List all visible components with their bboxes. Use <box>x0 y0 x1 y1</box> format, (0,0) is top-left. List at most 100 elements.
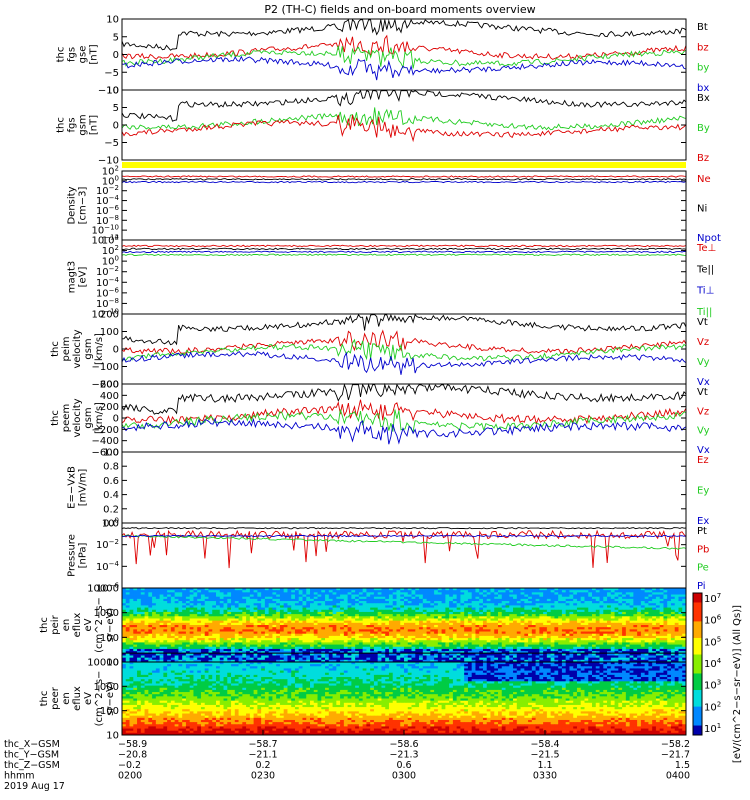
fgs_gsm-legend-By: By <box>697 123 710 134</box>
peer_spec-ylabel-line: thc <box>39 691 50 707</box>
temperature-ylabel-line: [eV] <box>78 267 89 288</box>
efield-frame <box>121 451 687 524</box>
colorbar-cell <box>693 602 702 606</box>
panel-fgs_gsm: 10 5 0 −5 −10 thcfgsgsm[nT] Bx By Bz <box>56 86 710 167</box>
fgs_gsm-ylabel-line: thc <box>56 117 67 133</box>
colorbar-cell <box>693 675 702 679</box>
colorbar-cell <box>693 680 702 684</box>
peir_spec-ylabel-line: (cm^2−s− <box>94 597 105 653</box>
efield-legend-Ex: Ex <box>697 516 709 527</box>
colorbar-cell <box>693 697 702 700</box>
xrow-value: 0300 <box>392 771 416 782</box>
efield-ytick-label: 0.0 <box>103 519 119 530</box>
peim_velocity-ylabel-line: gsm <box>83 338 94 359</box>
temperature-legend-Te⊥: Te⊥ <box>696 243 716 254</box>
colorbar-cell <box>693 661 702 665</box>
panel-peir_spec: 10000 1000 100 10 thcpeirenefluxeV(cm^2−s−sr… <box>39 584 687 669</box>
fgs_gsm-ylabel-line: fgs <box>67 117 78 132</box>
fgs_gsm-ylabel: thcfgsgsm[nT] <box>56 114 100 135</box>
peim_velocity-legend-Vz: Vz <box>697 337 709 348</box>
colorbar-cell <box>693 694 702 698</box>
pressure-ylabel-line: [nPa] <box>78 542 89 568</box>
peir_spec-ylabel: thcpeirenefluxeV(cm^2−s−sr−eV) <box>39 597 116 653</box>
peer_spec-ytick-label: 10 <box>106 731 119 742</box>
peem_velocity-ytick-label: −600 <box>92 448 119 459</box>
peem_velocity-ytick-label: 200 <box>100 402 119 413</box>
peer_spec-ylabel-line: (cm^2−s− <box>94 671 105 727</box>
peer_spec-ylabel-line: eV <box>83 692 94 705</box>
efield-ylabel-line: [mV/m] <box>78 469 89 507</box>
colorbar-cell <box>693 626 702 629</box>
fgs_gse-ylabel-line: gse <box>78 46 89 64</box>
fgs_gse-ytick-label: 0 <box>113 50 119 61</box>
peim_velocity-trace-Vy <box>121 338 687 362</box>
colorbar-cell <box>693 633 702 637</box>
peem_velocity-ytick-label: 0 <box>113 414 119 425</box>
colorbar-tick-label: 106 <box>704 614 722 627</box>
colorbar-cell <box>693 682 702 686</box>
density-ylabel: Density[cm−3] <box>67 186 89 224</box>
colorbar-cell <box>693 690 702 693</box>
efield-ytick-label: 0.6 <box>103 476 119 487</box>
fgs_gse-ylabel-line: thc <box>56 47 67 63</box>
efield-legend-Ez: Ez <box>697 455 709 466</box>
efield-ytick-label: 0.4 <box>103 490 119 501</box>
density-ylabel-line: Density <box>67 186 78 224</box>
peem_velocity-ytick-label: 400 <box>100 391 119 402</box>
time-axis: thc_X−GSM −58.9 −58.7 −58.6 −58.4 −58.2 thc_Y−… <box>4 730 690 792</box>
colorbar-cell <box>693 654 702 658</box>
peem_velocity-ylabel-line: [km/s] <box>94 402 105 434</box>
colorbar-cell <box>693 704 702 708</box>
peem_velocity-ylabel-line: velocity <box>72 398 83 437</box>
colorbar-cell <box>693 609 702 613</box>
fgs_gsm-ytick-label: 5 <box>113 103 119 114</box>
temperature-legend-Te||: Te|| <box>696 264 714 275</box>
efield-ytick-label: 0.2 <box>103 504 119 515</box>
colorbar-cell <box>693 701 702 705</box>
pressure-frame <box>121 522 687 589</box>
xrow-value: −21.5 <box>530 750 559 761</box>
fgs_gse-ytick-label: −5 <box>104 68 119 79</box>
colorbar-cell <box>693 637 702 641</box>
pressure-ytick-label: 10−4 <box>96 560 120 573</box>
peim_velocity-trace-Vt <box>121 313 687 346</box>
peem_velocity-ylabel-line: peem <box>61 404 72 432</box>
peem_velocity-ytick-label: 600 <box>100 380 119 391</box>
peim_velocity-ylabel-line: [km/s] <box>94 333 105 365</box>
fgs_gsm-ylabel-line: gsm <box>78 114 89 135</box>
fgs_gse-ytick-label: 10 <box>106 15 119 26</box>
pressure-legend-Pb: Pb <box>697 544 709 555</box>
xrow-label: thc_Z−GSM <box>4 760 60 771</box>
colorbar-cell <box>693 723 702 727</box>
xrow-value: 0230 <box>251 771 275 782</box>
peir_spec-ylabel-line: sr−eV) <box>105 608 116 643</box>
fgs_gse-trace-bx <box>121 55 687 81</box>
temperature-trace-Te⊥ <box>121 244 687 248</box>
colorbar-cell <box>693 685 702 689</box>
fgs_gse-ytick-label: 5 <box>113 32 119 43</box>
fgs_gsm-frame <box>121 89 687 161</box>
colorbar-cell <box>693 732 702 736</box>
peim_velocity-ylabel-line: thc <box>50 341 61 357</box>
peim_velocity-ylabel-line: velocity <box>72 329 83 368</box>
temperature-trace-Ti⊥ <box>121 250 687 254</box>
efield-ylabel: E=−VxB[mV/m] <box>67 466 89 509</box>
peim_velocity-trace-Vx <box>121 350 687 375</box>
fgs_gse-ylabel: thcfgsgse[nT] <box>56 44 100 64</box>
temperature-legend-Ti⊥: Ti⊥ <box>696 286 714 297</box>
fgs_gsm-trace-Bx <box>121 89 687 122</box>
peir_spec-ytick-label: 10 <box>106 658 119 669</box>
peim_velocity-ytick-label: −100 <box>92 362 119 373</box>
peer_spec-ylabel-line: peer <box>50 686 61 710</box>
fgs_gse-trace-by <box>121 45 687 69</box>
peem_velocity-legend-Vz: Vz <box>697 406 709 417</box>
colorbar-cell <box>693 604 702 608</box>
density-trace-Npot <box>121 180 687 184</box>
pressure-ylabel: Pressure[nPa] <box>67 534 89 577</box>
colorbar-tick-label: 103 <box>704 679 721 692</box>
peim_velocity-ytick-label: 200 <box>100 310 119 321</box>
peem_velocity-legend-Vt: Vt <box>697 387 708 398</box>
colorbar: 107 106 105 104 103 102 101 [eV/(cm^2−s−sr−eV)]… <box>692 592 743 763</box>
